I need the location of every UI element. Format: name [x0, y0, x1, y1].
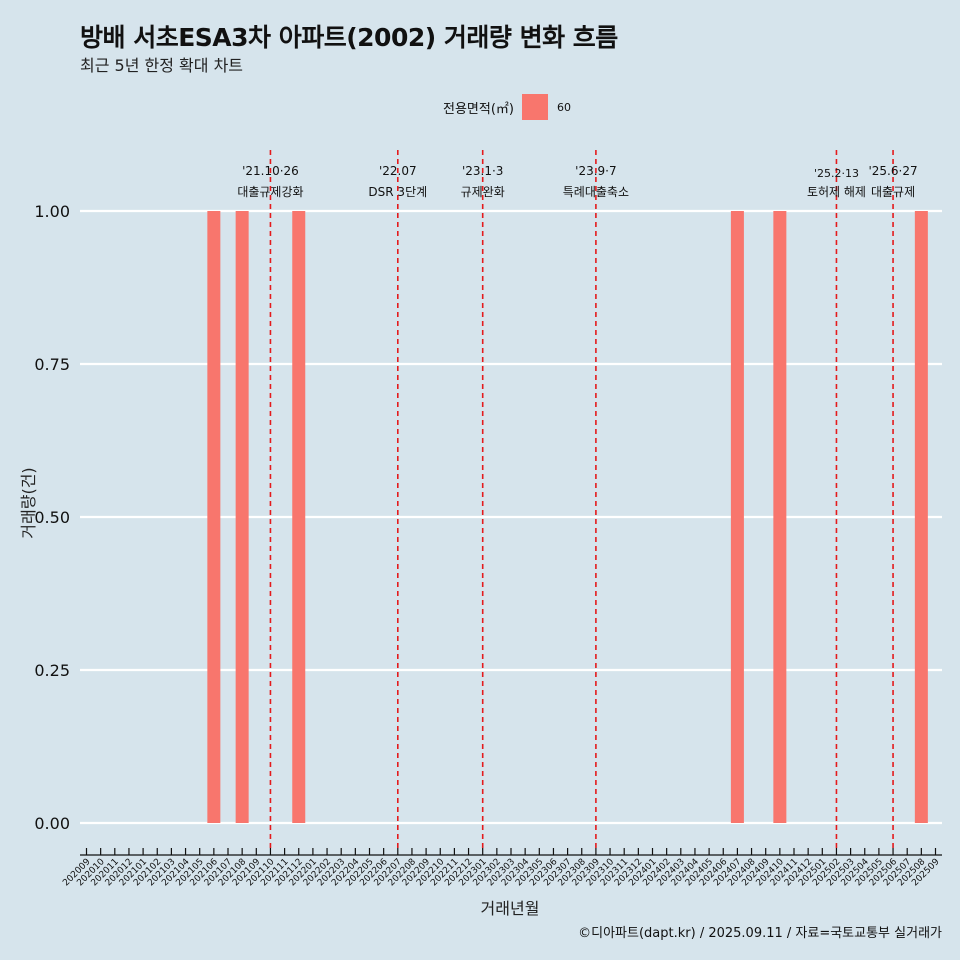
bar	[292, 211, 306, 823]
event-date-label: '23.1·3	[462, 164, 503, 178]
bar	[730, 211, 744, 823]
y-tick-label: 0.25	[34, 661, 70, 680]
bar	[235, 211, 249, 823]
event-lines: '21.10·26 대출규제강화 '22.07 DSR 3단계 '23.1·3 규제완화 '…	[237, 150, 918, 850]
event-date-label: '23.9·7	[575, 164, 616, 178]
event-name-label: 규제완화	[461, 185, 505, 199]
event-name-label: 대출규제강화	[237, 185, 303, 199]
legend-label: 60	[556, 100, 571, 114]
source-caption: ©디아파트(dapt.kr) / 2025.09.11 / 자료=국토교통부 실…	[578, 926, 942, 941]
y-tick-label: 0.75	[34, 355, 70, 374]
y-axis-title: 거래량(건)	[19, 467, 38, 538]
bars	[207, 211, 928, 823]
event-date-label: '21.10·26	[242, 164, 299, 178]
event-name-label: 대출규제	[871, 185, 915, 199]
event-date-label: '25.2·13	[814, 167, 859, 180]
bar	[914, 211, 928, 823]
legend-title: 전용면적(㎡)	[443, 101, 514, 117]
event-date-label: '22.07	[379, 164, 417, 178]
bar	[773, 211, 787, 823]
axes: 0.000.250.500.751.0020200920201020201120…	[34, 202, 942, 888]
event-name-label: 특례대출축소	[563, 185, 629, 199]
chart-subtitle: 최근 5년 한정 확대 차트	[80, 56, 244, 75]
y-tick-label: 0.50	[34, 508, 70, 527]
event-name-label: DSR 3단계	[368, 185, 427, 199]
chart-title: 방배 서초ESA3차 아파트(2002) 거래량 변화 흐름	[80, 23, 618, 52]
event-name-label: 토허제 해제	[807, 185, 866, 199]
event-date-label: '25.6·27	[868, 164, 917, 178]
legend-key-swatch	[521, 94, 548, 120]
bar	[207, 211, 221, 823]
y-tick-label: 0.00	[34, 814, 70, 833]
y-tick-label: 1.00	[34, 202, 70, 221]
legend: 전용면적(㎡) 60	[443, 94, 571, 120]
x-axis-title: 거래년월	[481, 899, 540, 918]
grid-lines	[80, 209, 942, 825]
